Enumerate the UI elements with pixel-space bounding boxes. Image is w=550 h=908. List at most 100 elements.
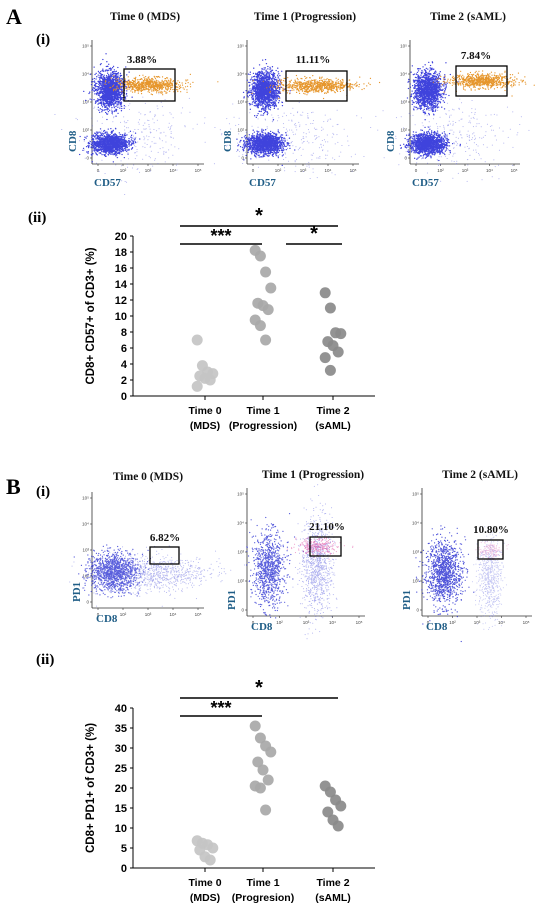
- flow-y-tick-label: 10³: [412, 550, 419, 555]
- y-tick-label: 0: [121, 391, 127, 403]
- flow-dot-cloud: [104, 73, 219, 96]
- x-tick-label: (Progression): [229, 420, 297, 432]
- x-tick-label: Time 0: [188, 405, 221, 417]
- flow-y-tick-label: 0: [241, 156, 244, 161]
- data-point: [257, 764, 269, 776]
- flow-x-tick-label: 0: [252, 620, 255, 625]
- gate-percent-label: 10.80%: [473, 524, 509, 536]
- flow-y-tick-label: 10²: [237, 128, 244, 133]
- data-point: [207, 842, 219, 854]
- flow-y-tick-label: 10³: [82, 548, 89, 553]
- flow-y-tick-label: 10⁴: [82, 522, 89, 527]
- data-point: [260, 804, 272, 816]
- flow-x-tick-label: 0: [97, 168, 100, 173]
- y-tick-label: 12: [115, 295, 127, 307]
- flow-x-tick-label: 10⁵: [350, 168, 357, 173]
- data-point: [262, 304, 274, 316]
- flow-y-tick-label: 0: [404, 156, 407, 161]
- flow-x-tick-label: 10²: [120, 168, 127, 173]
- x-tick-label: Time 1: [246, 405, 279, 417]
- data-point: [204, 374, 216, 386]
- flow-y-tick-label: 10⁵: [82, 44, 89, 49]
- flow-title: Time 2 (sAML): [442, 469, 518, 481]
- flow-x-tick-label: 10⁴: [170, 168, 177, 173]
- flow-y-tick-label: 10²: [412, 579, 419, 584]
- flow-y-tick-label: 10²: [82, 128, 89, 133]
- flow-dot-cloud: [415, 525, 475, 643]
- flow-x-tick-label: 10⁴: [325, 168, 332, 173]
- flow-gate-box: [123, 68, 176, 102]
- flow-title: Time 2 (sAML): [430, 11, 506, 23]
- cd57-flow-plot-2: 0 0 10² 10² 10³ 10³ 10⁴ 10⁴ 10⁵ 10⁵ Time 2 (sAML) 7…: [360, 11, 535, 189]
- flow-x-tick-label: 10⁴: [486, 168, 493, 173]
- flow-x-axis-label: CD57: [94, 177, 121, 189]
- significance-star: *: [310, 223, 318, 245]
- flow-y-tick-label: 0: [86, 600, 89, 605]
- y-tick-label: 4: [121, 359, 128, 371]
- flow-x-tick-label: 10³: [145, 168, 152, 173]
- x-tick-label: (sAML): [315, 892, 351, 904]
- y-tick-label: 20: [115, 231, 127, 243]
- significance-star: ***: [210, 226, 231, 246]
- flow-y-tick-label: 10⁴: [82, 72, 89, 77]
- data-point: [324, 302, 336, 314]
- data-point: [191, 380, 203, 392]
- flow-y-tick-label: 10³: [237, 100, 244, 105]
- y-tick-label: 0: [121, 863, 127, 875]
- flow-y-tick-label: 10³: [400, 100, 407, 105]
- flow-x-tick-label: 10²: [449, 620, 456, 625]
- data-point: [324, 786, 336, 798]
- flow-gate-box: [455, 65, 508, 97]
- flow-x-tick-label: 10⁵: [195, 612, 202, 617]
- flow-x-tick-label: 10²: [275, 168, 282, 173]
- flow-dot-cloud: [399, 126, 462, 162]
- gate-percent-label: 3.88%: [127, 54, 157, 66]
- significance-star: *: [255, 677, 263, 699]
- data-point: [191, 334, 203, 346]
- flow-gate-box: [149, 546, 180, 565]
- y-tick-label: 25: [115, 763, 127, 775]
- x-tick-label: (sAML): [315, 420, 351, 432]
- flow-dot-cloud: [360, 81, 530, 182]
- cd57-flow-plot-1: 0 0 10² 10² 10³ 10³ 10⁴ 10⁴ 10⁵ 10⁵ Time 1 (Progre…: [213, 11, 384, 189]
- pd1-flow-plot-1: 0 0 10² 10² 10³ 10³ 10⁴ 10⁴ 10⁵ 10⁵ Time 1 (Progre…: [226, 469, 365, 640]
- flow-x-tick-label: 10²: [437, 168, 444, 173]
- y-tick-label: 14: [115, 279, 128, 291]
- flow-gate-box: [477, 539, 504, 560]
- y-tick-label: 40: [115, 703, 127, 715]
- cd57-flow-plot-0: 0 0 10² 10² 10³ 10³ 10⁴ 10⁴ 10⁵ 10⁵ Time 0 (MDS) 3.…: [54, 11, 234, 195]
- flow-x-tick-label: 10⁵: [356, 620, 363, 625]
- flow-dot-cloud: [246, 513, 304, 629]
- y-axis-label: CD8+ CD57+ of CD3+ (%): [85, 247, 97, 384]
- flow-x-tick-label: 10⁴: [329, 620, 336, 625]
- x-tick-label: Time 2: [316, 405, 349, 417]
- flow-x-tick-label: 0: [97, 612, 100, 617]
- dot-plot-cd57: 0 2 4 6 8 10 12 14 16 18 20 CD8+ CD57+ of CD3+ (%) T…: [85, 205, 375, 432]
- data-point: [319, 352, 331, 364]
- gate-percent-label: 21.10%: [309, 521, 345, 533]
- x-tick-label: (Progresion): [232, 892, 294, 904]
- panel-a-sub-i: (i): [36, 32, 51, 48]
- flow-dot-cloud: [475, 541, 509, 561]
- flow-gate-box: [285, 70, 348, 102]
- flow-y-tick-label: 10⁴: [237, 521, 244, 526]
- y-tick-label: 6: [121, 343, 127, 355]
- flow-title: Time 1 (Progression): [262, 469, 364, 481]
- flow-x-tick-label: 0: [252, 168, 255, 173]
- flow-x-tick-label: 10²: [276, 620, 283, 625]
- flow-dot-cloud: [78, 127, 141, 163]
- data-point: [254, 250, 266, 262]
- y-tick-label: 8: [121, 327, 127, 339]
- flow-y-tick-label: 10⁵: [237, 492, 244, 497]
- gate-percent-label: 7.84%: [461, 50, 491, 62]
- dot-plot-pd1: 0 5 10 15 20 25 30 35 40 CD8+ PD1+ of CD3+ (%) Tim…: [85, 677, 375, 904]
- flow-title: Time 1 (Progression): [254, 11, 356, 23]
- gate-percent-label: 11.11%: [296, 54, 331, 66]
- data-point: [335, 328, 347, 340]
- data-point: [324, 364, 336, 376]
- panel-b-sub-ii: (ii): [36, 652, 55, 668]
- data-point: [262, 774, 274, 786]
- flow-x-tick-label: 10⁴: [498, 620, 505, 625]
- flow-y-tick-label: 10³: [237, 550, 244, 555]
